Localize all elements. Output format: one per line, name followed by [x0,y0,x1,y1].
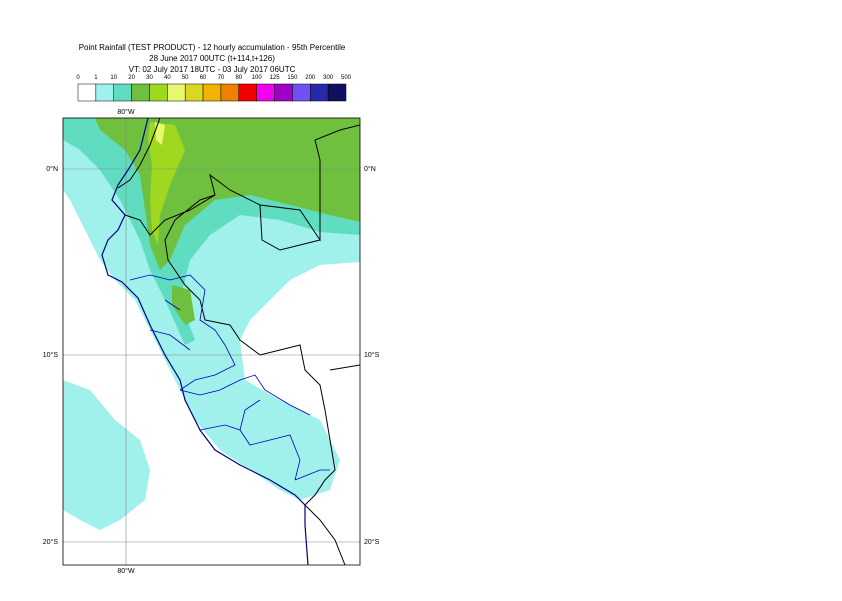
legend-swatch [95,83,114,102]
legend-swatch [184,83,204,102]
legend-tick-label: 100 [252,75,263,81]
lon-label: 80°W [117,108,135,116]
legend-tick-label: 0 [76,75,80,81]
title: Point Rainfall (TEST PRODUCT) - 12 hourl… [79,43,346,52]
coastline [101,118,309,565]
legend-swatch [149,83,168,102]
map [63,118,360,565]
legend-swatch [310,83,329,102]
rain-area-yellow-green [148,122,185,245]
lat-label: 20°S [43,538,59,546]
legend-tick-label: 150 [287,75,298,81]
legend-tick-label: 300 [323,75,334,81]
lat-label: 0°N [364,165,376,173]
legend-tick-label: 125 [270,75,281,81]
legend-swatch [238,83,257,102]
rain-area-light [63,380,150,530]
legend-tick-label: 70 [218,75,225,81]
legend-tick-label: 40 [164,75,171,81]
legend-tick-label: 20 [128,75,135,81]
legend-swatch [202,83,222,102]
legend-tick-label: 30 [146,75,153,81]
legend-swatch [274,83,293,102]
legend-swatch [327,83,347,102]
legend-swatch [292,83,311,102]
rain-area-green [172,285,195,325]
rain-area-yellow [155,122,165,145]
legend-tick-label: 10 [110,75,117,81]
legend-swatch [167,83,186,102]
legend-tick-label: 60 [200,75,207,81]
legend-tick-label: 200 [305,75,316,81]
legend-tick-label: 80 [235,75,242,81]
legend: 0 1 10 20 30 40 50 60 70 80 100 125 150 200 300 500 [76,75,352,102]
legend-tick-label: 1 [94,75,98,81]
legend-swatch [220,83,240,102]
lat-label: 20°S [364,538,380,546]
valid-time: VT: 02 July 2017 18UTC - 03 July 2017 06… [129,65,296,74]
legend-swatch [113,83,132,102]
map-frame [62,117,361,566]
lat-label: 10°S [364,351,380,359]
lon-label: 80°W [117,567,135,575]
legend-tick-label: 50 [182,75,189,81]
legend-swatch [256,83,275,102]
lat-label: 0°N [46,165,58,173]
region-border [129,274,330,481]
legend-swatch [77,83,97,102]
lat-label: 10°S [43,351,59,359]
country-border [117,118,360,565]
legend-tick-label: 500 [341,75,352,81]
legend-swatch [131,83,150,102]
run-time: 28 June 2017 00UTC (t+114,t+126) [149,54,275,63]
